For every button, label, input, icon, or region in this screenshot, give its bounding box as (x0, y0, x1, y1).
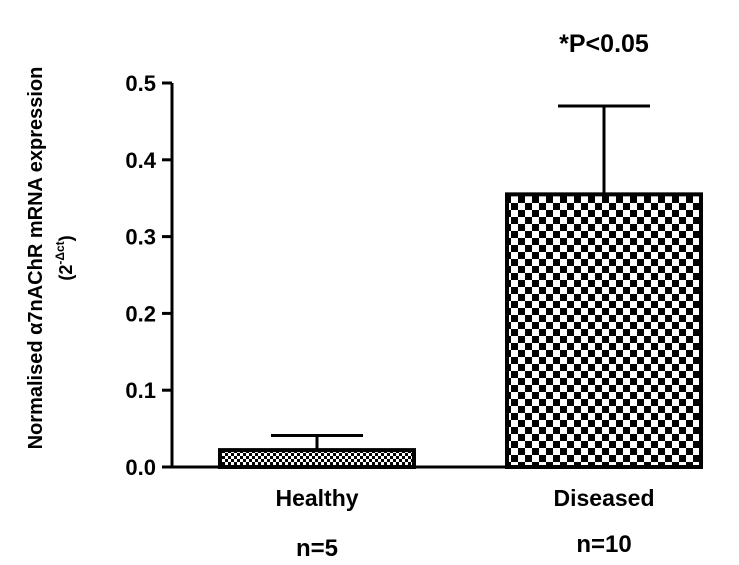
category-labels: Healthy n=5 Diseased n=10 (275, 485, 654, 562)
bars (218, 192, 703, 470)
y-axis-unit: (2-Δct) (53, 235, 76, 280)
significance-annotation: *P<0.05 (559, 30, 649, 58)
y-tick-label: 0.5 (125, 71, 156, 96)
y-tick-label: 0.0 (125, 455, 156, 480)
y-axis-label: Normalised α7nAChR mRNA expression (25, 67, 47, 450)
y-tick-label: 0.1 (125, 378, 156, 403)
error-bars (271, 104, 650, 451)
sample-size-label: n=10 (576, 531, 631, 558)
bar-diseased (505, 192, 703, 470)
y-tick-label: 0.4 (125, 148, 156, 173)
category-label: Diseased (553, 485, 654, 511)
sample-size-label: n=5 (296, 535, 338, 562)
y-ticks: 0.0 0.1 0.2 0.3 0.4 0.5 (125, 71, 172, 480)
category-label: Healthy (275, 485, 358, 511)
bar-healthy (218, 448, 416, 470)
y-tick-label: 0.3 (125, 225, 156, 250)
y-axis-title: Normalised α7nAChR mRNA expression (2-Δc… (25, 67, 76, 450)
y-tick-label: 0.2 (125, 301, 156, 326)
